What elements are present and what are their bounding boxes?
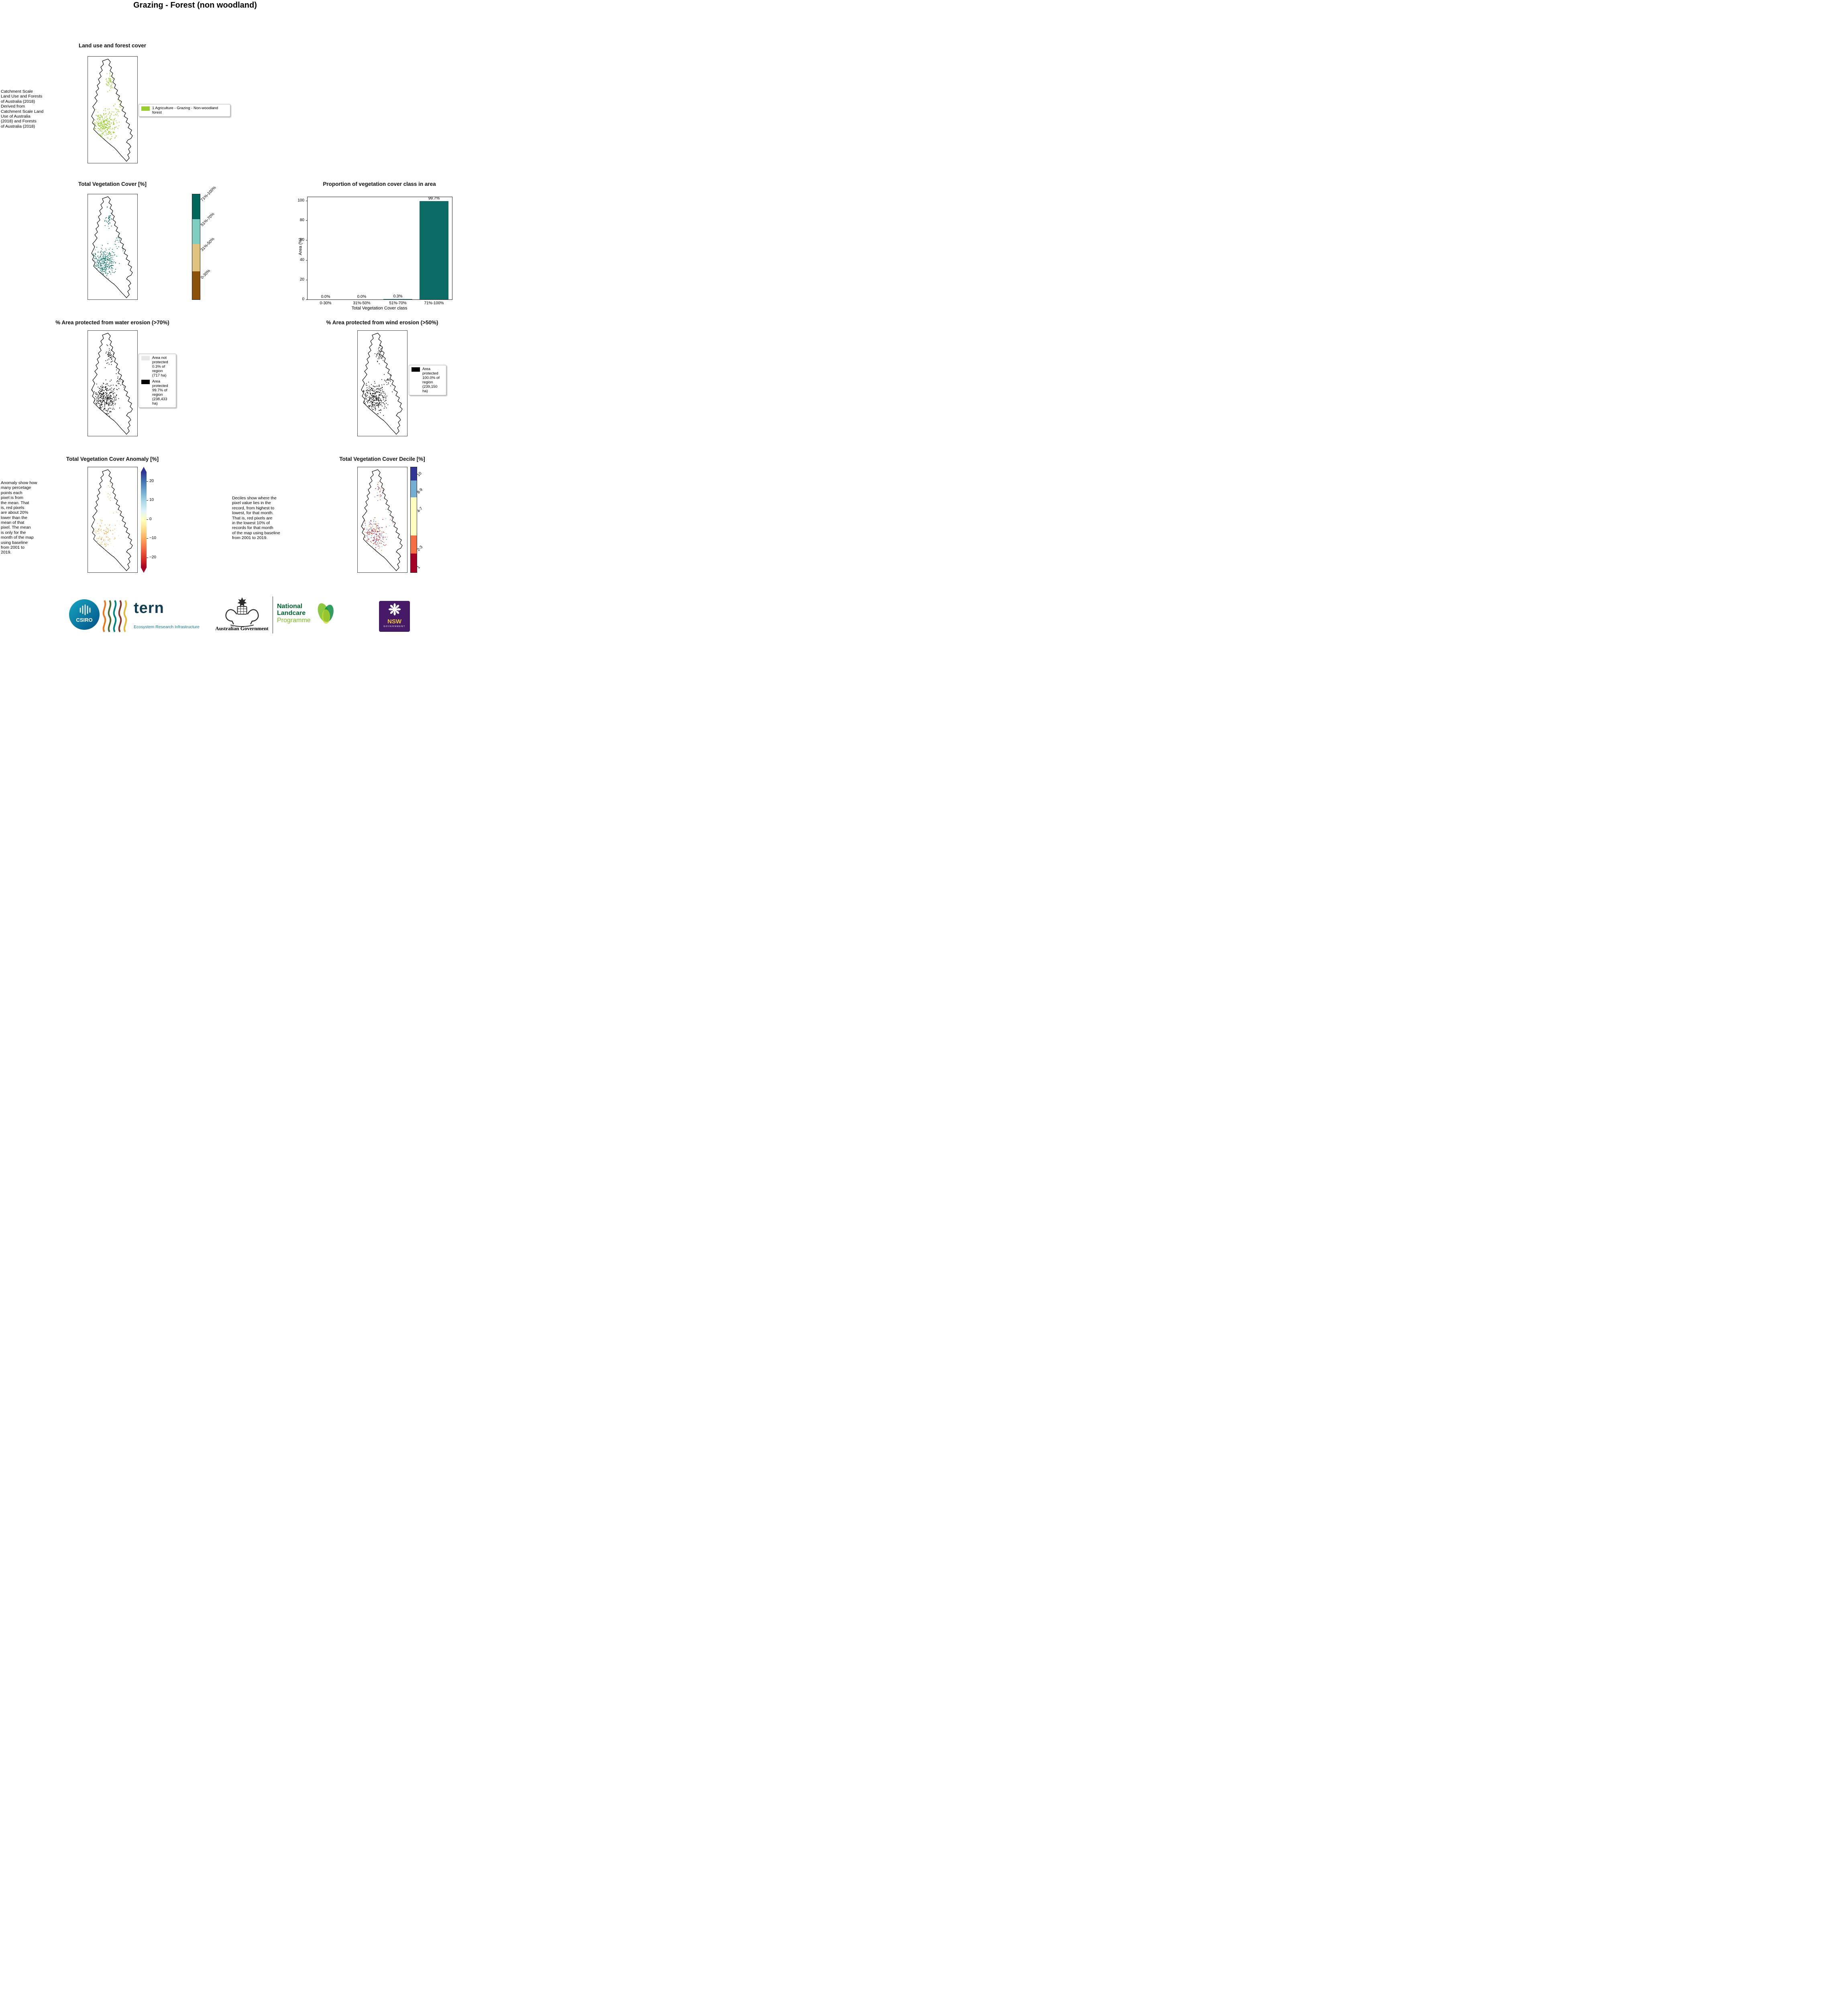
australian-coat-of-arms-icon [223,596,261,627]
australian-government-label: Australian Government [215,625,269,631]
chart-ylabel: Area (%) [298,238,303,255]
nlp-line-2: Landcare [277,610,306,617]
tern-wordmark: tern [134,600,164,617]
wind-erosion-map [357,330,407,436]
protected-swatch [412,367,420,372]
anomaly-panel-title: Total Vegetation Cover Anomaly [%] [66,456,159,462]
colorbar-tick [147,481,148,482]
colorbar-tick-label: 10 [416,471,423,478]
colorbar-segment [192,244,200,272]
colorbar-segment [411,467,417,480]
colorbar-tick-label: −10 [149,536,156,540]
wind-panel-title: % Area protected from wind erosion (>50%… [326,320,438,326]
colorbar-tick-label: 51%-70% [200,212,216,228]
y-tick-mark [306,260,308,261]
decile-map [357,467,407,573]
colorbar-tick-label: −20 [149,555,156,560]
anomaly-colorbar [141,472,147,568]
decile-colorbar [410,467,417,573]
bar-value-label: 0.3% [393,294,403,299]
y-tick-label: 40 [300,257,304,262]
not-protected-label: Area not protected 0.3% of region (717 h… [152,356,168,378]
x-tick-label: 51%-70% [389,301,407,305]
landcare-leaf-icon [314,600,338,626]
csiro-label: CSIRO [76,617,92,623]
colorbar-segment [411,554,417,572]
bar-value-label: 0.0% [321,295,330,299]
colorbar-tick-label: 31%-50% [200,236,216,252]
anomaly-map [88,467,138,573]
colorbar-tick-label: 71%-100% [200,185,217,203]
landuse-map [88,56,138,163]
vegcover-colorbar [192,194,200,300]
colorbar-arrow-down [141,568,147,573]
waratah-icon [388,603,401,616]
water-erosion-map [88,330,138,436]
y-tick-label: 100 [297,198,304,203]
csiro-sound-marks [79,604,91,615]
nsw-label: NSW [387,618,401,625]
chart-xlabel: Total Vegetation Cover class [351,306,407,311]
vegcover-map [88,194,138,300]
colorbar-tick-label: 0-30% [200,269,212,280]
nsw-sub-label: GOVERNMENT [383,625,405,628]
vegcover-panel-title: Total Vegetation Cover [%] [78,181,147,187]
y-tick-label: 80 [300,218,304,223]
y-tick-label: 20 [300,277,304,282]
colorbar-tick-label: 4-7 [416,506,424,514]
y-tick-mark [306,299,308,300]
protected-label: Area protected 100.0% of region (239,150… [422,367,440,393]
colorbar-tick [147,538,148,539]
colorbar-segment [192,271,200,299]
bar [420,201,448,299]
x-tick-label: 0-30% [320,301,332,305]
water-panel-title: % Area protected from water erosion (>70… [55,320,169,326]
nsw-government-logo: NSW GOVERNMENT [379,601,410,632]
bar-value-label: 0.0% [357,295,367,299]
y-tick-mark [306,220,308,221]
colorbar-tick-label: 20 [149,479,154,483]
colorbar-tick-label: 2-3 [416,545,424,552]
colorbar-segment [192,219,200,244]
tern-subtitle: Ecosystem Research Infrastructure [134,625,200,629]
colorbar-tick [147,500,148,501]
colorbar-tick-label: 8-9 [416,487,424,495]
colorbar-tick [147,519,148,520]
landuse-legend-swatch [141,106,150,111]
csiro-logo: CSIRO [69,599,100,630]
colorbar-tick-label: 10 [149,498,154,502]
bar-plot: 0.0% 0-30% 0.0% 31%-50% 0.3% 51%-70% 99.7% 71%-… [297,196,452,305]
colorbar-segment [411,535,417,554]
chart-title: Proportion of vegetation cover class in … [323,181,436,187]
colorbar-segment [192,194,200,220]
nlp-line-3: Programme [277,617,311,624]
nlp-line-1: National [277,603,303,610]
colorbar-segment [411,497,417,535]
decile-panel-title: Total Vegetation Cover Decile [%] [339,456,425,462]
x-tick-label: 71%-100% [424,301,444,305]
water-erosion-legend: Area not protected 0.3% of region (717 h… [139,354,176,408]
x-tick-label: 31%-50% [353,301,371,305]
report-page: Grazing - Forest (non woodland) Land use… [0,0,462,634]
colorbar-tick-label: 0 [149,517,152,521]
colorbar-arrow-up [141,467,147,472]
landuse-legend-label: 1 Agriculture - Grazing - Non-woodland f… [152,106,218,115]
page-title: Grazing - Forest (non woodland) [133,1,257,10]
protected-swatch [141,380,150,384]
bar-value-label: 99.7% [428,196,440,201]
landuse-side-note: Catchment Scale Land Use and Forests of … [1,89,44,129]
landuse-panel-title: Land use and forest cover [78,43,147,49]
y-tick-label: 60 [300,238,304,242]
decile-side-note: Deciles show where the pixel value lies … [232,496,280,540]
not-protected-swatch [141,356,150,360]
protected-label: Area protected 99.7% of region (238,433 … [152,379,168,406]
wind-erosion-legend: Area protected 100.0% of region (239,150… [409,365,446,395]
landuse-legend: 1 Agriculture - Grazing - Non-woodland f… [139,104,230,117]
anomaly-side-note: Anomaly show how many percetage points e… [1,480,37,555]
nlp-wordmark: National Landcare Programme [277,603,311,624]
indigenous-art-icon [101,599,129,633]
colorbar-segment [411,480,417,497]
y-tick-label: 0 [302,297,304,301]
